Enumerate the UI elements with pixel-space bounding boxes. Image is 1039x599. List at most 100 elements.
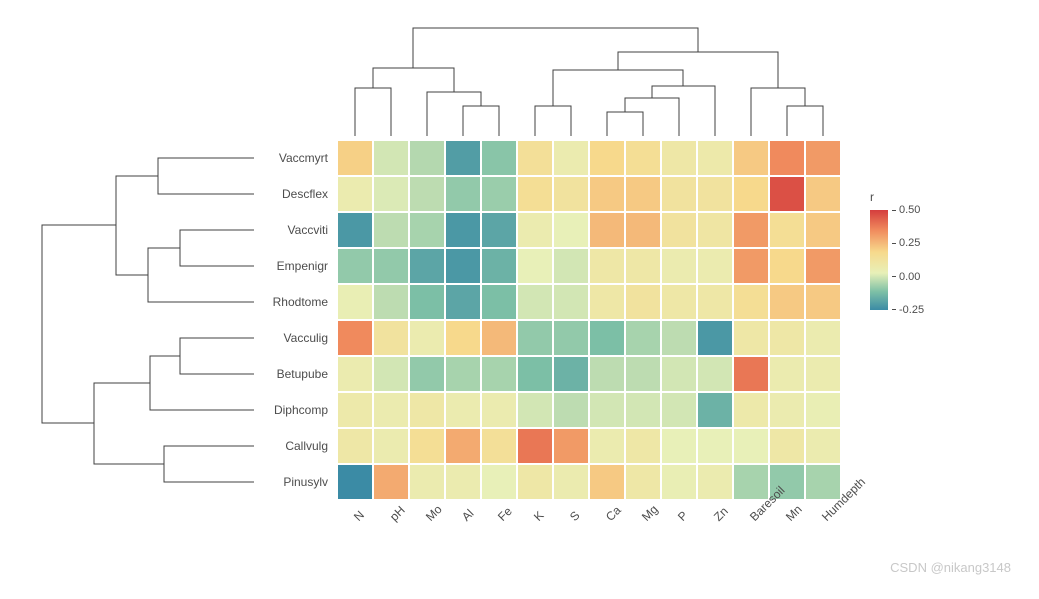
heatmap-cell <box>625 320 661 356</box>
heatmap-cell <box>445 176 481 212</box>
heatmap-cell <box>517 356 553 392</box>
heatmap-cell <box>409 140 445 176</box>
heatmap-cell <box>337 176 373 212</box>
heatmap-cell <box>337 464 373 500</box>
row-label: Vaccviti <box>258 212 333 248</box>
heatmap-cell <box>661 392 697 428</box>
heatmap-cell <box>697 140 733 176</box>
heatmap-cell <box>553 212 589 248</box>
heatmap-cell <box>697 284 733 320</box>
heatmap-cell <box>625 284 661 320</box>
heatmap-cell <box>805 212 841 248</box>
heatmap-cell <box>733 284 769 320</box>
heatmap-cell <box>769 284 805 320</box>
heatmap-cell <box>553 140 589 176</box>
heatmap-cell <box>589 320 625 356</box>
legend-ticks: 0.500.250.00-0.25 <box>892 210 924 310</box>
heatmap-cell <box>589 140 625 176</box>
heatmap-cell <box>553 428 589 464</box>
heatmap-cell <box>553 356 589 392</box>
heatmap-cell <box>481 320 517 356</box>
heatmap-cell <box>553 392 589 428</box>
heatmap-cell <box>769 212 805 248</box>
heatmap-grid <box>337 140 841 500</box>
heatmap-cell <box>805 392 841 428</box>
heatmap-cell <box>373 140 409 176</box>
heatmap-cell <box>697 212 733 248</box>
heatmap-cell <box>805 284 841 320</box>
heatmap-cell <box>553 176 589 212</box>
heatmap-cell <box>481 284 517 320</box>
heatmap-cell <box>409 248 445 284</box>
heatmap-cell <box>661 356 697 392</box>
heatmap-cell <box>337 392 373 428</box>
chart-container: VaccmyrtDescflexVaccvitiEmpenigrRhodtome… <box>10 10 1029 589</box>
heatmap-cell <box>409 392 445 428</box>
heatmap-cell <box>661 284 697 320</box>
heatmap-cell <box>517 176 553 212</box>
heatmap-cell <box>769 392 805 428</box>
legend-title: r <box>870 190 930 204</box>
heatmap-cell <box>373 428 409 464</box>
col-labels: NpHMoAlFeKSCaMgPZnBaresoilMnHumdepth <box>337 504 841 518</box>
heatmap-cell <box>697 356 733 392</box>
heatmap-cell <box>589 176 625 212</box>
heatmap-cell <box>445 140 481 176</box>
heatmap-cell <box>697 248 733 284</box>
heatmap-cell <box>661 320 697 356</box>
heatmap-cell <box>589 284 625 320</box>
heatmap-cell <box>625 212 661 248</box>
heatmap-cell <box>517 212 553 248</box>
heatmap-cell <box>445 320 481 356</box>
heatmap-cell <box>409 428 445 464</box>
heatmap-cell <box>373 392 409 428</box>
heatmap-cell <box>373 176 409 212</box>
column-dendrogram <box>337 18 841 136</box>
heatmap-cell <box>481 392 517 428</box>
row-dendrogram <box>30 140 254 500</box>
heatmap-cell <box>337 428 373 464</box>
heatmap-cell <box>769 248 805 284</box>
row-label: Pinusylv <box>258 464 333 500</box>
row-labels: VaccmyrtDescflexVaccvitiEmpenigrRhodtome… <box>258 140 333 500</box>
heatmap-cell <box>445 428 481 464</box>
heatmap-cell <box>661 248 697 284</box>
heatmap-cell <box>409 356 445 392</box>
watermark: CSDN @nikang3148 <box>890 560 1011 575</box>
heatmap-cell <box>625 248 661 284</box>
heatmap-cell <box>697 320 733 356</box>
heatmap-cell <box>553 320 589 356</box>
heatmap <box>337 140 841 500</box>
heatmap-cell <box>733 140 769 176</box>
heatmap-cell <box>661 176 697 212</box>
heatmap-cell <box>445 284 481 320</box>
heatmap-cell <box>733 212 769 248</box>
heatmap-cell <box>481 176 517 212</box>
heatmap-cell <box>589 212 625 248</box>
heatmap-cell <box>661 140 697 176</box>
heatmap-cell <box>445 356 481 392</box>
row-label: Betupube <box>258 356 333 392</box>
heatmap-cell <box>337 140 373 176</box>
row-label: Descflex <box>258 176 333 212</box>
row-label: Vaccmyrt <box>258 140 333 176</box>
heatmap-cell <box>409 320 445 356</box>
heatmap-cell <box>481 248 517 284</box>
heatmap-cell <box>409 212 445 248</box>
legend: r 0.500.250.00-0.25 <box>870 190 930 310</box>
heatmap-cell <box>373 212 409 248</box>
heatmap-cell <box>517 284 553 320</box>
heatmap-cell <box>805 140 841 176</box>
heatmap-cell <box>733 356 769 392</box>
row-label: Diphcomp <box>258 392 333 428</box>
heatmap-cell <box>769 428 805 464</box>
heatmap-cell <box>481 140 517 176</box>
heatmap-cell <box>445 248 481 284</box>
row-label: Rhodtome <box>258 284 333 320</box>
heatmap-cell <box>769 320 805 356</box>
heatmap-cell <box>805 248 841 284</box>
heatmap-cell <box>733 428 769 464</box>
heatmap-cell <box>733 392 769 428</box>
row-label: Callvulg <box>258 428 333 464</box>
heatmap-cell <box>517 428 553 464</box>
